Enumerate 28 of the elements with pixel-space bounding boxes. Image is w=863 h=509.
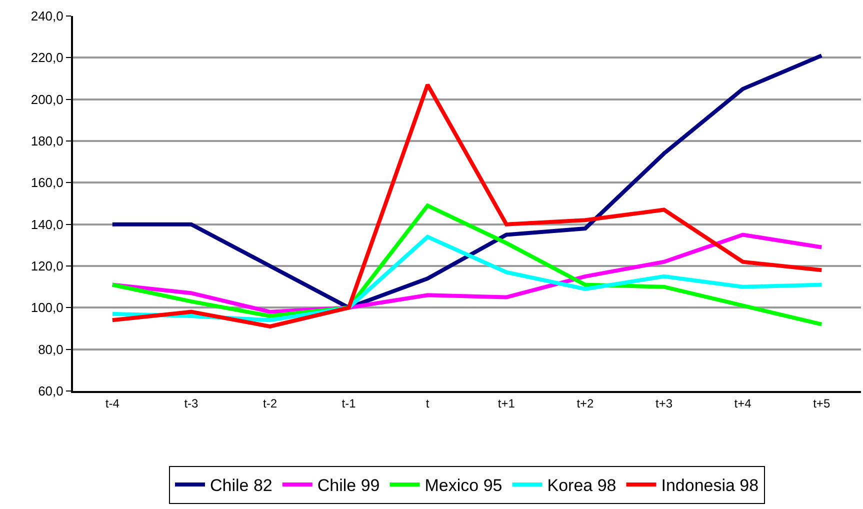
- legend-label: Chile 82: [210, 476, 272, 496]
- line-series: [110, 204, 824, 326]
- x-tick-label: t+4: [734, 396, 752, 410]
- x-tick-label: t-4: [105, 396, 120, 410]
- y-tick-label: 220,0: [30, 50, 64, 66]
- x-tick-label: t+3: [655, 396, 673, 410]
- y-tick-label: 60,0: [38, 384, 64, 399]
- x-tick-label: t-2: [262, 396, 278, 410]
- legend-label: Korea 98: [547, 476, 616, 496]
- y-tick-label: 160,0: [30, 175, 64, 190]
- x-tick-label: t+1: [498, 396, 516, 410]
- x-tick-label: t+5: [813, 396, 830, 410]
- y-tick-label: 80,0: [38, 342, 64, 357]
- x-tick-label: t-1: [342, 396, 356, 410]
- y-tick-label: 240,0: [30, 8, 64, 24]
- line-series: [110, 54, 824, 310]
- legend-label: Chile 99: [317, 476, 380, 496]
- line-series: [110, 82, 824, 328]
- legend-label: Indonesia 98: [661, 476, 759, 496]
- x-tick-label: t: [426, 396, 430, 410]
- legend-label: Mexico 95: [424, 476, 502, 496]
- x-tick-label: t-3: [184, 396, 199, 410]
- y-tick-label: 200,0: [30, 92, 64, 107]
- y-tick-label: 100,0: [30, 300, 64, 316]
- x-tick-label: t+2: [576, 396, 594, 410]
- y-tick-label: 180,0: [30, 134, 64, 149]
- y-tick-label: 120,0: [30, 258, 64, 274]
- y-tick-label: 140,0: [30, 216, 64, 232]
